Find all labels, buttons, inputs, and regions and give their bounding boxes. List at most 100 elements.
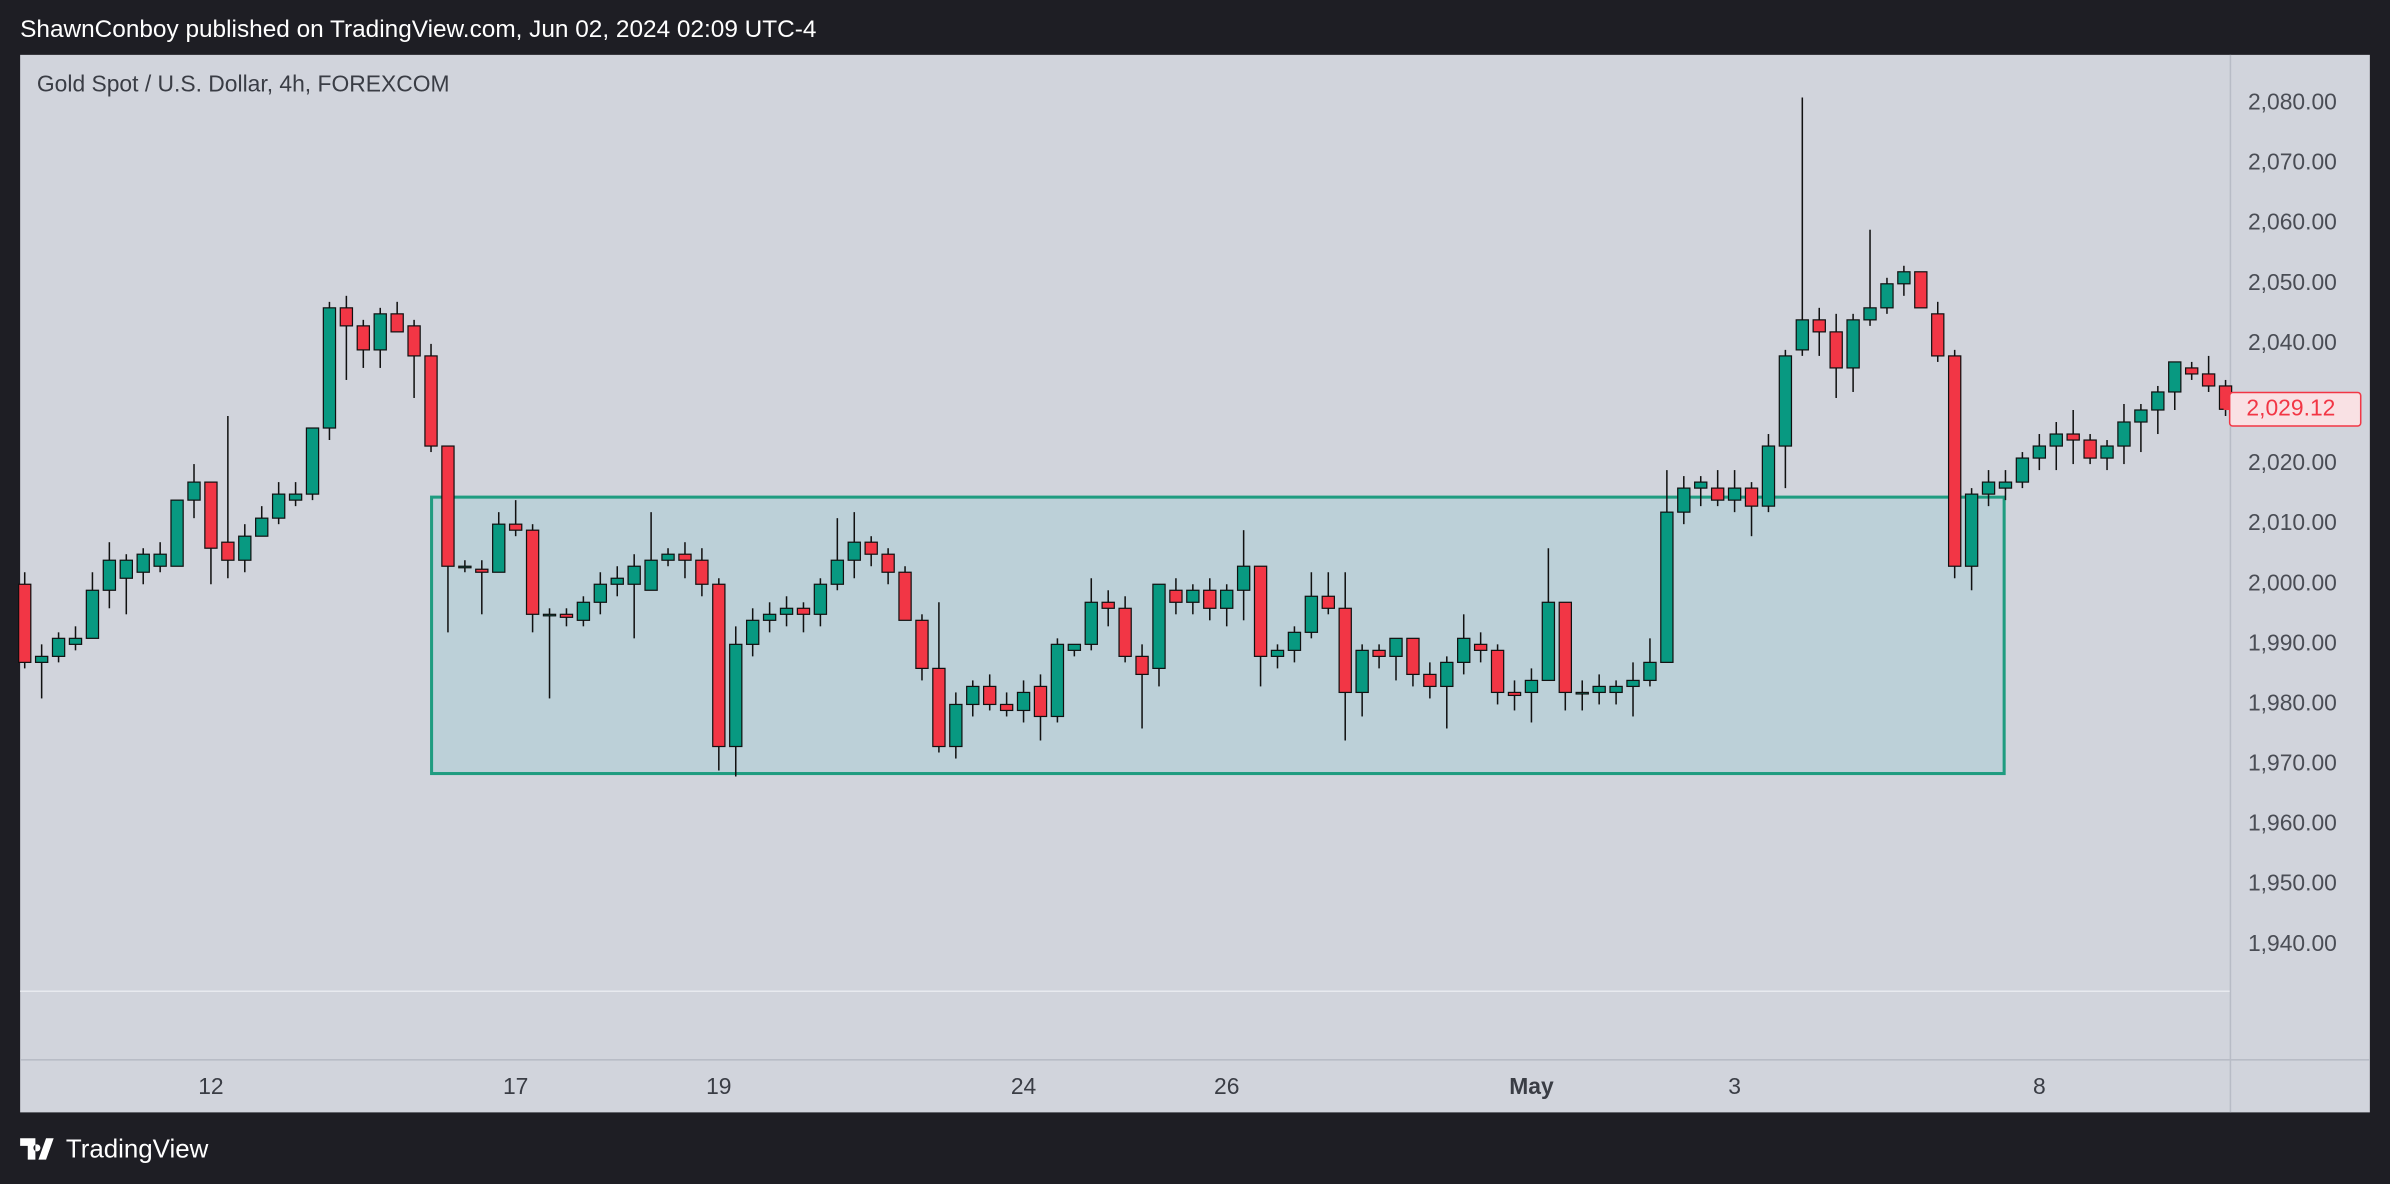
x-tick-label: 8	[2033, 1073, 2046, 1099]
candle-body	[288, 493, 303, 501]
candle-body	[1931, 313, 1945, 357]
candle-body	[1778, 355, 1793, 447]
candle-body	[542, 613, 557, 617]
candle-body	[729, 643, 743, 748]
candle-body	[610, 577, 624, 585]
candle-body	[881, 553, 895, 573]
candle-body	[1660, 511, 1674, 663]
candle-body	[1067, 643, 1082, 651]
candle-body	[1440, 661, 1454, 688]
candle-body	[305, 427, 320, 495]
candle-body	[1389, 637, 1403, 657]
candle-body	[356, 325, 371, 351]
candle-body	[932, 667, 946, 748]
candle-body	[85, 589, 100, 639]
candle-body	[796, 607, 811, 615]
x-tick-label: May	[1509, 1073, 1554, 1099]
candle-body	[1541, 601, 1556, 682]
candle-body	[593, 583, 608, 603]
candle-body	[898, 571, 912, 621]
candle-body	[221, 541, 235, 561]
candle-body	[2083, 439, 2097, 459]
y-tick-label: 2,050.00	[2248, 269, 2337, 295]
candle-body	[2066, 433, 2080, 441]
candle-body	[999, 703, 1014, 712]
candle-body	[525, 529, 540, 615]
candle-body	[1947, 355, 1962, 567]
candle-body	[1152, 583, 1166, 669]
candle-body	[1338, 607, 1352, 694]
x-tick-label: 3	[1728, 1073, 1741, 1099]
y-tick-label: 1,950.00	[2248, 870, 2337, 896]
candle-body	[1050, 643, 1065, 718]
candle-body	[1203, 589, 1217, 609]
candle-body	[2201, 373, 2216, 387]
candle-body	[1304, 595, 1319, 633]
y-tick-label: 1,940.00	[2248, 930, 2337, 956]
candle-body	[982, 685, 997, 706]
candle-body	[966, 685, 980, 706]
candle-body	[1964, 493, 1979, 567]
candle-body	[1186, 589, 1200, 603]
candle-body	[1694, 481, 1708, 489]
candle-body	[492, 523, 506, 573]
candle-body	[153, 553, 167, 567]
candle-body	[1829, 331, 1843, 369]
candle-body	[847, 541, 861, 561]
candle-body	[1372, 649, 1386, 657]
candle-body	[1490, 649, 1505, 694]
candle-body	[864, 541, 878, 555]
candle-body	[390, 313, 404, 333]
candle-body	[1998, 481, 2013, 489]
candle-body	[322, 307, 337, 429]
chart-background	[20, 54, 2370, 1113]
candle-body	[1457, 637, 1471, 663]
candle-body	[1321, 595, 1335, 609]
candle-body	[678, 553, 692, 561]
y-tick-label: 1,970.00	[2248, 750, 2337, 776]
candle-body	[1101, 601, 1115, 609]
candle-body	[2032, 445, 2047, 459]
candle-body	[1626, 679, 1640, 688]
y-tick-label: 2,010.00	[2248, 509, 2337, 535]
candle-body	[762, 613, 777, 621]
candle-body	[1863, 307, 1877, 321]
chart-title: Gold Spot / U.S. Dollar, 4h, FOREXCOM	[37, 70, 450, 96]
tradingview-logo: TradingView	[20, 1135, 209, 1163]
candle-body	[1287, 631, 1302, 651]
candle-body	[1253, 565, 1268, 657]
candle-body	[458, 565, 472, 569]
candle-body	[1355, 649, 1369, 694]
candle-body	[712, 583, 726, 748]
y-tick-label: 2,040.00	[2248, 329, 2337, 355]
candle-body	[1880, 283, 1894, 309]
candle-body	[2100, 445, 2114, 459]
candle-body	[1897, 271, 1911, 285]
candle-body	[1727, 487, 1742, 501]
candle-body	[1033, 685, 1048, 718]
y-tick-label: 2,000.00	[2248, 569, 2337, 595]
candle-body	[2184, 367, 2199, 375]
logo-icon	[20, 1138, 54, 1160]
candle-body	[1761, 445, 1776, 507]
candle-body	[1812, 319, 1826, 333]
candle-body	[1914, 271, 1928, 309]
candle-body	[576, 601, 591, 621]
y-tick-label: 2,020.00	[2248, 449, 2337, 475]
brand-name: TradingView	[66, 1135, 209, 1163]
candle-body	[830, 559, 845, 585]
candle-body	[373, 313, 387, 351]
x-tick-label: 19	[706, 1073, 731, 1099]
candle-body	[2049, 433, 2063, 447]
candle-body	[1270, 649, 1285, 657]
candle-body	[424, 355, 438, 447]
candle-body	[170, 499, 184, 567]
candle-body	[1423, 673, 1437, 688]
x-tick-label: 12	[198, 1073, 223, 1099]
candle-body	[1507, 691, 1522, 697]
candle-body	[949, 703, 963, 748]
candle-body	[1575, 691, 1589, 695]
candle-body	[1169, 589, 1183, 603]
